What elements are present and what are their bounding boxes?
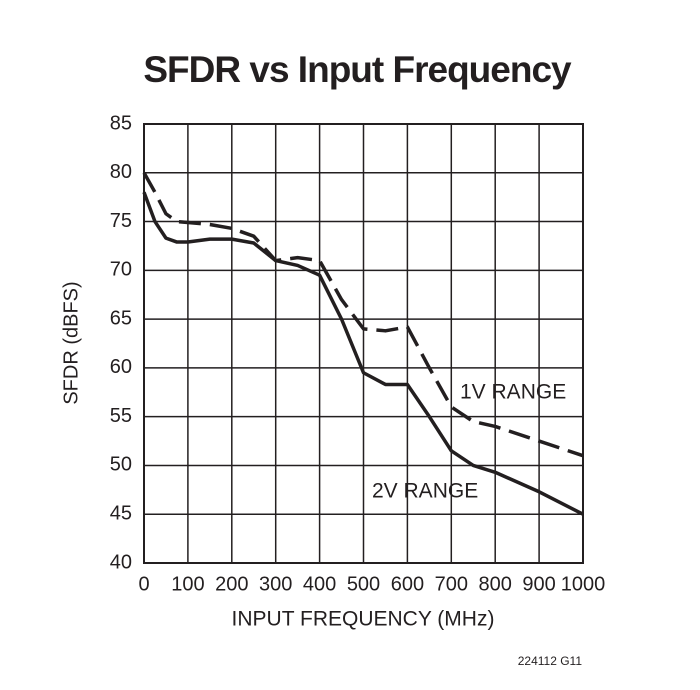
- x-axis-label: INPUT FREQUENCY (MHz): [232, 608, 495, 631]
- x-tick-label: 1000: [561, 573, 606, 595]
- y-tick-label: 55: [110, 405, 132, 427]
- x-tick-label: 500: [347, 573, 380, 595]
- x-tick-label: 800: [479, 573, 512, 595]
- y-tick-label: 70: [110, 259, 132, 281]
- y-tick-label: 50: [110, 454, 132, 476]
- plot-frame: [143, 123, 584, 564]
- y-tick-label: 60: [110, 356, 132, 378]
- x-tick-label: 300: [259, 573, 292, 595]
- y-tick-label: 40: [110, 551, 132, 573]
- series-label: 2V RANGE: [372, 480, 478, 503]
- x-tick-label: 100: [171, 573, 204, 595]
- x-tick-label: 600: [391, 573, 424, 595]
- series-line: [142, 191, 584, 516]
- x-tick-label: 400: [303, 573, 336, 595]
- y-axis-label: SFDR (dBFS): [60, 281, 82, 404]
- series-label: 1V RANGE: [460, 381, 566, 404]
- y-tick-label: 65: [110, 307, 132, 329]
- figure-note: 224112 G11: [518, 654, 583, 668]
- series-line: [142, 171, 584, 458]
- y-tick-label: 80: [110, 161, 132, 183]
- x-tick-label: 0: [138, 573, 149, 595]
- x-tick-label: 700: [435, 573, 468, 595]
- y-tick-label: 75: [110, 210, 132, 232]
- x-tick-label: 200: [215, 573, 248, 595]
- chart-title: SFDR vs Input Frequency: [143, 49, 572, 90]
- y-tick-label: 45: [110, 503, 132, 525]
- x-tick-label: 900: [522, 573, 555, 595]
- y-tick-label: 85: [110, 112, 132, 134]
